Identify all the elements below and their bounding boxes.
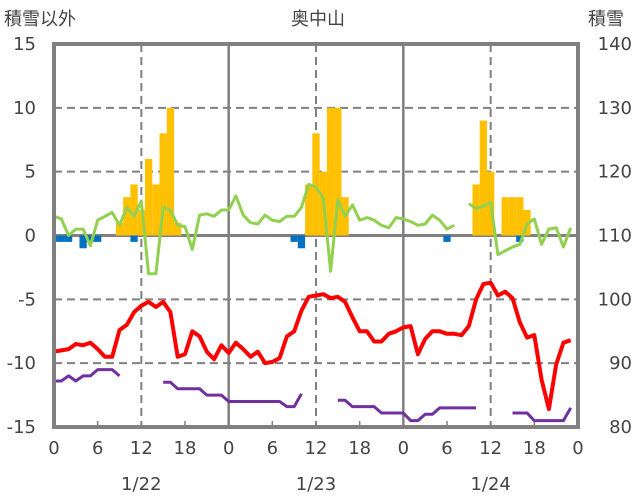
bar-negative [297, 235, 306, 249]
x-tick-label: 18 [174, 438, 197, 459]
bar-positive [516, 197, 524, 236]
x-tick-label: 0 [223, 438, 234, 459]
left-axis-label: 積雪以外 [4, 9, 76, 30]
x-tick-label: 0 [398, 438, 409, 459]
bar-positive [152, 184, 160, 236]
y-right-tick-label: 120 [598, 162, 632, 183]
bar-negative [443, 235, 451, 242]
bar-positive [174, 222, 182, 236]
bar-positive [312, 133, 320, 236]
bar-positive [159, 133, 167, 236]
bar-positive [326, 107, 335, 236]
bar-negative [94, 235, 102, 242]
bar-negative [516, 235, 524, 242]
y-left-tick-label: 5 [25, 162, 36, 183]
plot-frame [52, 42, 580, 429]
bar-positive [479, 120, 488, 236]
bar-positive [123, 197, 131, 236]
purple-series-line [337, 398, 477, 423]
green-series-line [53, 182, 455, 276]
bar-positive [501, 197, 509, 236]
bar-negative [57, 235, 65, 242]
y-right-tick-label: 140 [598, 34, 632, 55]
y-right-tick-label: 90 [609, 353, 632, 374]
x-tick-label: 0 [572, 438, 583, 459]
bar-positive [137, 209, 145, 236]
x-tick-label: 0 [48, 438, 59, 459]
bar-negative [64, 235, 73, 242]
bar-negative [79, 235, 87, 249]
right-axis-label: 積雪 [588, 9, 624, 30]
green-series-line [467, 200, 573, 257]
x-tick-label: 12 [305, 438, 328, 459]
y-left-tick-label: 0 [25, 226, 36, 247]
day-label: 1/24 [470, 474, 510, 495]
y-left-tick-label: -15 [7, 417, 36, 438]
y-left-tick-label: -5 [18, 289, 36, 310]
bar-positive [305, 184, 313, 236]
x-tick-label: 6 [267, 438, 278, 459]
bar-positive [334, 107, 342, 236]
x-tick-label: 6 [92, 438, 103, 459]
x-tick-label: 18 [523, 438, 546, 459]
chart-title: 奥中山 [291, 9, 345, 30]
y-right-tick-label: 80 [609, 417, 632, 438]
bar-positive [130, 184, 138, 236]
purple-series-line [163, 380, 303, 409]
bar-positive [166, 107, 175, 236]
bar-negative [290, 235, 298, 242]
lines [53, 182, 573, 423]
bars [54, 107, 531, 249]
bar-positive [115, 222, 124, 236]
day-label: 1/23 [296, 474, 336, 495]
x-tick-label: 6 [441, 438, 452, 459]
x-tick-label: 12 [130, 438, 153, 459]
purple-series-line [54, 368, 121, 383]
bar-positive [508, 197, 517, 236]
y-left-tick-label: 10 [13, 98, 36, 119]
purple-series-line [512, 407, 573, 423]
day-label: 1/22 [121, 474, 161, 495]
x-tick-label: 12 [479, 438, 502, 459]
bar-negative [130, 235, 138, 242]
frame [52, 42, 580, 429]
x-tick-label: 18 [348, 438, 371, 459]
y-right-tick-label: 100 [598, 289, 632, 310]
y-left-tick-label: 15 [13, 34, 36, 55]
red-series-line [53, 280, 572, 412]
bar-positive [144, 158, 153, 236]
bar-negative [86, 235, 95, 242]
y-right-tick-label: 130 [598, 98, 632, 119]
y-right-tick-label: 110 [598, 226, 632, 247]
y-left-tick-label: -10 [7, 353, 36, 374]
